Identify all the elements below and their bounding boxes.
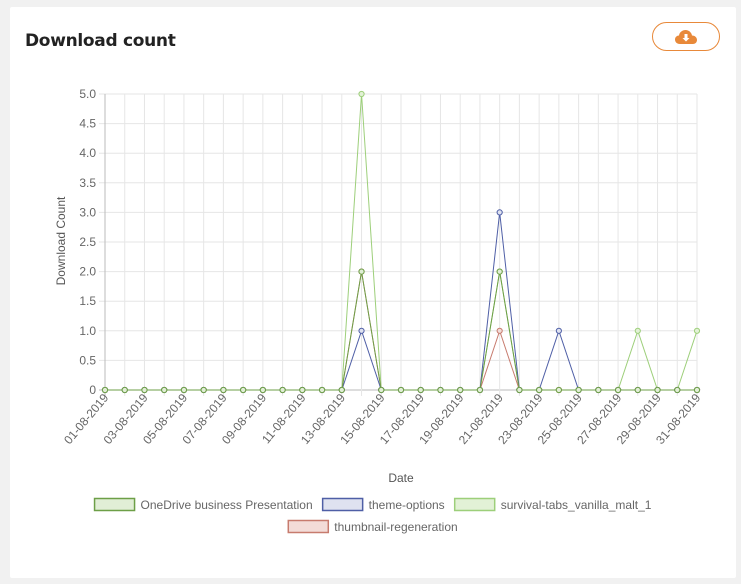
- data-point[interactable]: [693, 386, 701, 394]
- legend-item[interactable]: theme-options: [321, 497, 445, 512]
- data-point[interactable]: [180, 386, 188, 394]
- y-tick-label: 1.0: [79, 324, 96, 338]
- data-point[interactable]: [338, 386, 345, 394]
- legend-item[interactable]: survival-tabs_vanilla_malt_1: [453, 497, 652, 512]
- data-point[interactable]: [121, 386, 128, 394]
- data-point[interactable]: [161, 386, 168, 394]
- data-point[interactable]: [595, 386, 602, 394]
- data-point[interactable]: [417, 386, 424, 394]
- legend-label: survival-tabs_vanilla_malt_1: [501, 498, 652, 512]
- data-point[interactable]: [220, 386, 227, 394]
- data-point[interactable]: [693, 327, 701, 334]
- legend-item[interactable]: thumbnail-regeneration: [287, 519, 458, 534]
- data-point[interactable]: [358, 268, 365, 275]
- data-point[interactable]: [496, 268, 503, 275]
- legend-swatch: [287, 519, 330, 534]
- data-point[interactable]: [141, 386, 148, 394]
- data-point[interactable]: [358, 327, 365, 334]
- data-point[interactable]: [378, 386, 385, 394]
- data-point[interactable]: [279, 386, 286, 394]
- y-tick-label: 4.0: [79, 146, 96, 160]
- data-point[interactable]: [536, 386, 543, 394]
- data-point[interactable]: [575, 386, 582, 394]
- y-tick-label: 4.5: [79, 117, 96, 131]
- download-count-card: Download count: [10, 7, 736, 578]
- data-point[interactable]: [318, 386, 326, 394]
- legend-label: thumbnail-regeneration: [334, 520, 457, 534]
- data-point[interactable]: [476, 386, 484, 394]
- y-axis-label: Download Count: [54, 196, 68, 285]
- y-tick-label: 1.5: [79, 294, 96, 308]
- data-point[interactable]: [457, 386, 464, 394]
- data-point[interactable]: [299, 386, 306, 394]
- data-point[interactable]: [496, 327, 503, 334]
- legend-swatch: [321, 497, 364, 512]
- legend-swatch: [453, 497, 496, 512]
- legend-label: theme-options: [369, 498, 445, 512]
- download-button[interactable]: [652, 22, 720, 51]
- data-point[interactable]: [634, 327, 641, 334]
- data-point[interactable]: [496, 209, 503, 216]
- data-point[interactable]: [555, 386, 562, 394]
- data-point[interactable]: [614, 386, 622, 394]
- data-point[interactable]: [674, 386, 681, 394]
- data-point[interactable]: [240, 386, 247, 394]
- y-tick-label: 3.0: [79, 205, 96, 219]
- y-tick-label: 0.5: [79, 353, 96, 367]
- data-point[interactable]: [101, 386, 109, 394]
- x-axis-label: Date: [388, 471, 414, 485]
- y-tick-label: 2.5: [79, 235, 96, 249]
- legend-label: OneDrive business Presentation: [141, 498, 313, 512]
- legend-swatch: [93, 497, 136, 512]
- data-point[interactable]: [200, 386, 207, 394]
- y-tick-label: 0: [89, 383, 96, 397]
- data-point[interactable]: [358, 90, 365, 98]
- legend-item[interactable]: OneDrive business Presentation: [93, 497, 313, 512]
- data-point[interactable]: [259, 386, 266, 394]
- cloud-download-icon: [675, 29, 697, 44]
- y-tick-label: 5.0: [79, 87, 96, 101]
- data-point[interactable]: [397, 386, 405, 394]
- data-point[interactable]: [654, 386, 661, 394]
- data-point[interactable]: [516, 386, 523, 394]
- y-tick-label: 3.5: [79, 176, 96, 190]
- card-title: Download count: [25, 31, 176, 51]
- data-point[interactable]: [634, 386, 641, 394]
- y-tick-label: 2.0: [79, 265, 96, 279]
- data-point[interactable]: [437, 386, 444, 394]
- data-point[interactable]: [555, 327, 562, 334]
